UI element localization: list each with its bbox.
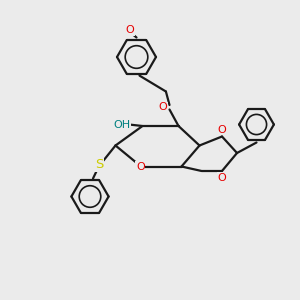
Text: O: O xyxy=(136,161,145,172)
Text: O: O xyxy=(158,102,167,112)
Text: S: S xyxy=(95,158,103,172)
Text: O: O xyxy=(218,125,226,135)
Text: OH: OH xyxy=(113,119,130,130)
Text: O: O xyxy=(125,25,134,35)
Text: O: O xyxy=(218,172,226,183)
